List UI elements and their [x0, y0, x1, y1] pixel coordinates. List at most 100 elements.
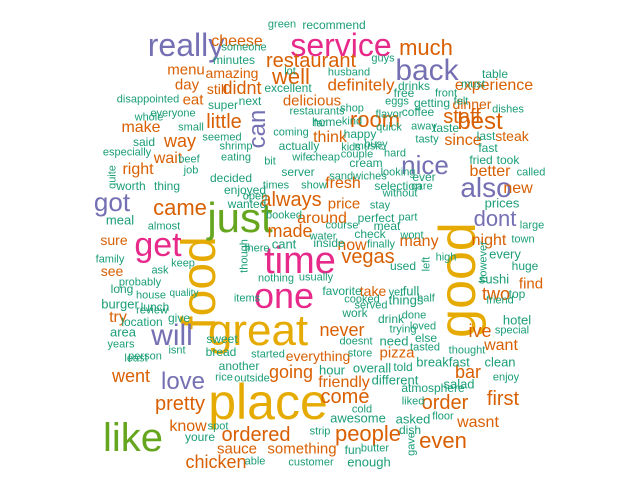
word-every: every: [489, 246, 521, 262]
word-quality: quality: [169, 288, 199, 299]
word-top: top: [508, 287, 526, 301]
word-salad: salad: [443, 376, 475, 392]
word-rice: rice: [215, 371, 233, 384]
word-vegas: vegas: [341, 246, 395, 268]
word-felt: felt: [453, 95, 469, 108]
word-special: special: [494, 324, 530, 337]
word-minutes: minutes: [212, 53, 256, 67]
word-selection: selection: [374, 179, 422, 193]
word-everything: everything: [285, 348, 351, 364]
word-done: done: [401, 309, 427, 322]
word-area: area: [109, 324, 137, 340]
word-quick: quick: [376, 121, 402, 134]
word-meal: meal: [105, 212, 135, 228]
word-best: best: [457, 108, 503, 135]
word-hour: hour: [318, 362, 346, 378]
word-still: still: [206, 81, 228, 97]
word-cooked: cooked: [344, 293, 380, 306]
word-looking: looking: [380, 166, 416, 179]
word-experience: experience: [454, 77, 534, 94]
word-high: high: [435, 251, 457, 264]
word-enjoyed: enjoyed: [223, 183, 267, 197]
word-youre: youre: [184, 430, 216, 444]
word-able: able: [244, 455, 266, 468]
word-around: around: [297, 210, 347, 227]
word-else: else: [414, 331, 438, 345]
word-since: since: [444, 132, 482, 149]
word-busy: busy: [364, 138, 388, 151]
word-eating: eating: [221, 151, 251, 164]
word-ever: ever: [412, 170, 436, 184]
word-served: served: [354, 299, 388, 312]
word-shrimp: shrimp: [219, 140, 253, 153]
word-sandwiches: sandwiches: [329, 170, 387, 183]
word-took: took: [496, 153, 520, 167]
word-told: told: [393, 360, 413, 374]
word-super: super: [207, 98, 239, 112]
word-now: now: [337, 237, 367, 254]
word-need: need: [379, 333, 409, 349]
word-definitely: definitely: [327, 75, 395, 95]
word-person: person: [128, 350, 162, 363]
word-disappointed: disappointed: [116, 93, 180, 106]
word-half: half: [417, 292, 435, 305]
word-right: right: [122, 161, 154, 178]
word-two: two: [481, 284, 511, 304]
word-new: new: [503, 180, 533, 197]
word-think: think: [313, 129, 347, 146]
word-want: want: [484, 337, 518, 354]
word-ive: ive: [468, 321, 492, 341]
word-however: however: [477, 241, 490, 283]
word-guys: guys: [371, 52, 395, 65]
word-well: well: [272, 64, 310, 89]
word-fried: fried: [469, 153, 493, 167]
word-wont: wont: [400, 229, 424, 242]
word-floor: floor: [432, 410, 454, 423]
word-drinks: drinks: [397, 79, 431, 93]
word-small: small: [178, 121, 204, 134]
word-place: place: [208, 374, 328, 430]
word-especially: especially: [102, 146, 152, 159]
word-delicious: delicious: [282, 92, 342, 110]
word-know: know: [169, 418, 207, 435]
word-beef: beef: [178, 153, 200, 166]
word-staff: staff: [443, 106, 481, 128]
word-day: day: [174, 76, 200, 94]
word-kind: kind: [341, 115, 363, 128]
word-strip: strip: [309, 425, 331, 438]
word-away: away: [411, 120, 437, 133]
word-customer: customer: [288, 456, 334, 469]
word-dishes: dishes: [492, 103, 524, 116]
word-must: must: [461, 78, 485, 91]
word-left: left: [420, 256, 433, 272]
word-far: far: [313, 117, 327, 130]
word-meat: meat: [373, 219, 401, 233]
word-outside: outside: [234, 372, 270, 385]
word-wasnt: wasnt: [457, 414, 499, 431]
word-fast: fast: [478, 141, 498, 155]
word-trying: trying: [389, 323, 417, 336]
word-sweet: sweet: [206, 332, 238, 346]
word-dinner: dinner: [452, 96, 492, 112]
word-seemed: seemed: [202, 131, 242, 144]
word-restaurant: restaurant: [265, 50, 357, 72]
word-eat: eat: [182, 91, 204, 109]
word-perfect: perfect: [357, 211, 395, 225]
word-dont: dont: [473, 206, 517, 231]
word-another: another: [218, 359, 260, 373]
word-enjoy: enjoy: [492, 371, 520, 384]
word-always: always: [260, 189, 322, 211]
word-front: front: [434, 87, 458, 100]
word-job: job: [183, 164, 199, 177]
word-everyone: everyone: [150, 107, 196, 120]
word-pizza: pizza: [379, 344, 415, 362]
word-family: family: [95, 253, 125, 266]
word-cream: cream: [349, 156, 383, 170]
word-spot: spot: [207, 420, 229, 433]
word-awesome: awesome: [330, 410, 386, 426]
word-burger: burger: [101, 296, 139, 312]
word-something: something: [267, 440, 337, 458]
word-going: going: [268, 362, 314, 382]
word-friendly: friendly: [318, 374, 370, 391]
